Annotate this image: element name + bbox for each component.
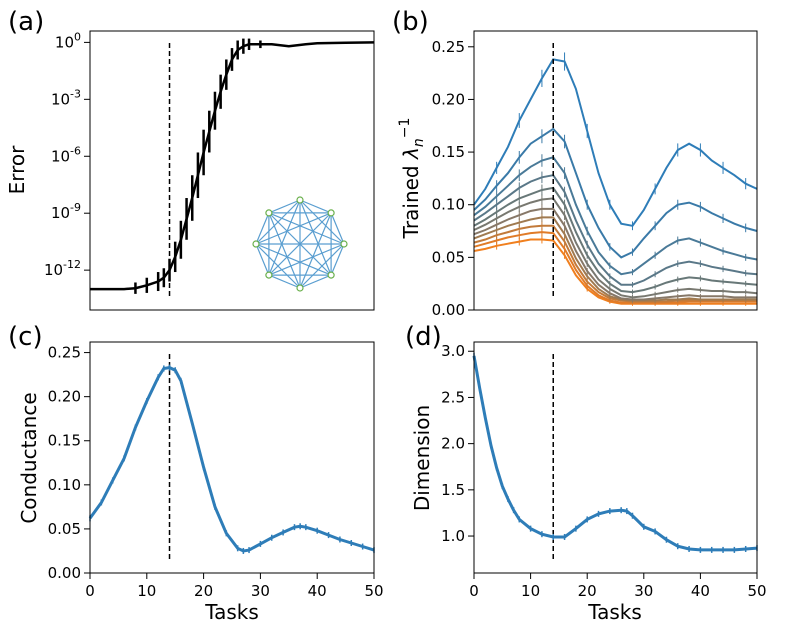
d-xtick-label-3: 30 [634, 582, 653, 600]
c-xtick-label-3: 30 [251, 582, 270, 600]
c-series-conductance [88, 366, 375, 553]
a-ytick-label-4: 10-12 [44, 258, 81, 279]
b-series-n=11 [473, 238, 757, 305]
panel-d-ylabel: Dimension [410, 405, 434, 511]
b-series-n=8 [473, 216, 757, 302]
a-ytick-label-2: 10-6 [51, 144, 81, 165]
a-inset-edge [255, 243, 301, 289]
d-ytick-label-4: 3.0 [441, 342, 465, 360]
a-inset-node-0 [296, 196, 304, 204]
a-inset-edge [299, 274, 332, 289]
a-inset-complete-graph [252, 196, 348, 292]
a-inset-edge [268, 212, 345, 245]
panel-b-ylabel-sub: n [411, 138, 427, 147]
b-series-n=5 [473, 186, 758, 294]
panel-a-frame [89, 30, 375, 311]
a-inset-edge [268, 274, 301, 289]
b-ytick-label-1: 0.05 [432, 248, 465, 266]
d-ytick-label-1: 1.5 [441, 481, 465, 499]
a-ytick-label-1: 10-3 [51, 87, 81, 108]
d-xtick-label-1: 10 [521, 582, 540, 600]
d-ytick-label-3: 2.5 [441, 388, 465, 406]
panel-b-ylabel-sup: −1 [397, 118, 413, 139]
panel-b-ylabel: Trained λn−1 [397, 118, 427, 240]
a-ytick-label-0: 100 [55, 30, 81, 51]
panel-b-frame [473, 30, 758, 311]
a-inset-node-5 [265, 271, 273, 279]
d-ytick-label-2: 2.0 [441, 435, 465, 453]
b-series-n=10 [473, 231, 757, 304]
a-inset-edge [299, 199, 332, 214]
panel-b-ylabel-prefix: Trained [399, 159, 423, 239]
c-ytick-label-0: 0.00 [48, 564, 81, 582]
c-ytick-label-3: 0.15 [48, 432, 81, 450]
d-xtick-label-2: 20 [578, 582, 597, 600]
b-ytick-label-5: 0.25 [432, 38, 465, 56]
b-ytick-label-4: 0.20 [432, 90, 465, 108]
panel-c-xlabel: Tasks [204, 600, 259, 624]
panel-b-label: (b) [392, 7, 429, 37]
b-series-n=4 [473, 174, 758, 286]
c-ytick-label-4: 0.20 [48, 388, 81, 406]
b-series-n=1 [473, 58, 758, 227]
a-inset-edge [255, 243, 270, 276]
panel-d-label: (d) [405, 322, 442, 352]
c-xtick-label-4: 40 [308, 582, 327, 600]
a-inset-node-6 [252, 240, 260, 248]
b-ytick-label-3: 0.15 [432, 143, 465, 161]
panel-a: (a) Error 100 10-3 10-6 10-9 10-12 [5, 7, 375, 311]
b-ytick-label-2: 0.10 [432, 196, 465, 214]
c-xtick-label-0: 0 [85, 582, 95, 600]
c-xtick-label-1: 10 [137, 582, 156, 600]
panel-b: (b) Trained λn−1 0.00 0.05 0.10 0.15 0.20 0.2… [392, 7, 758, 319]
panel-b-ylabel-symbol: λ [399, 147, 423, 160]
c-ytick-label-1: 0.05 [48, 520, 81, 538]
a-inset-node-4 [296, 284, 304, 292]
a-inset-edge [330, 243, 345, 276]
a-inset-edge [255, 212, 270, 245]
c-ytick-label-2: 0.10 [48, 476, 81, 494]
panel-c-label: (c) [8, 322, 43, 352]
a-inset-node-2 [340, 240, 348, 248]
panel-a-label: (a) [8, 7, 44, 37]
c-xtick-label-5: 50 [364, 582, 383, 600]
b-ytick-label-0: 0.00 [432, 301, 465, 319]
panel-d-xlabel: Tasks [587, 600, 642, 624]
c-xtick-label-2: 20 [194, 582, 213, 600]
b-series-n=3 [473, 156, 758, 276]
a-ytick-label-3: 10-9 [51, 201, 81, 222]
panel-d: (d) Dimension Tasks 1.0 1.5 2.0 2.5 3.0 0 10 20… [405, 322, 767, 624]
a-inset-edge [268, 199, 301, 214]
d-xtick-label-0: 0 [469, 582, 479, 600]
panel-a-ylabel: Error [5, 145, 29, 195]
b-series-n=7 [473, 207, 757, 301]
panel-c-ylabel: Conductance [17, 392, 41, 523]
a-inset-edge [268, 212, 301, 289]
c-ytick-label-5: 0.25 [48, 344, 81, 362]
d-ytick-label-0: 1.0 [441, 527, 465, 545]
b-series-n=6 [473, 197, 758, 299]
b-series-n=2 [473, 127, 758, 259]
a-inset-node-7 [265, 209, 273, 217]
panel-d-frame [473, 341, 758, 574]
a-inset-node-3 [327, 271, 335, 279]
d-xtick-label-5: 50 [747, 582, 766, 600]
a-inset-edge [268, 212, 332, 276]
panel-c: (c) Conductance Tasks 0.00 0.05 0.10 0.15 0.… [8, 322, 384, 624]
d-xtick-label-4: 40 [691, 582, 710, 600]
d-series-dimension [472, 355, 758, 552]
a-inset-edge [330, 212, 345, 245]
panel-c-frame [89, 341, 375, 574]
a-inset-node-1 [327, 209, 335, 217]
a-series-error [90, 41, 375, 291]
